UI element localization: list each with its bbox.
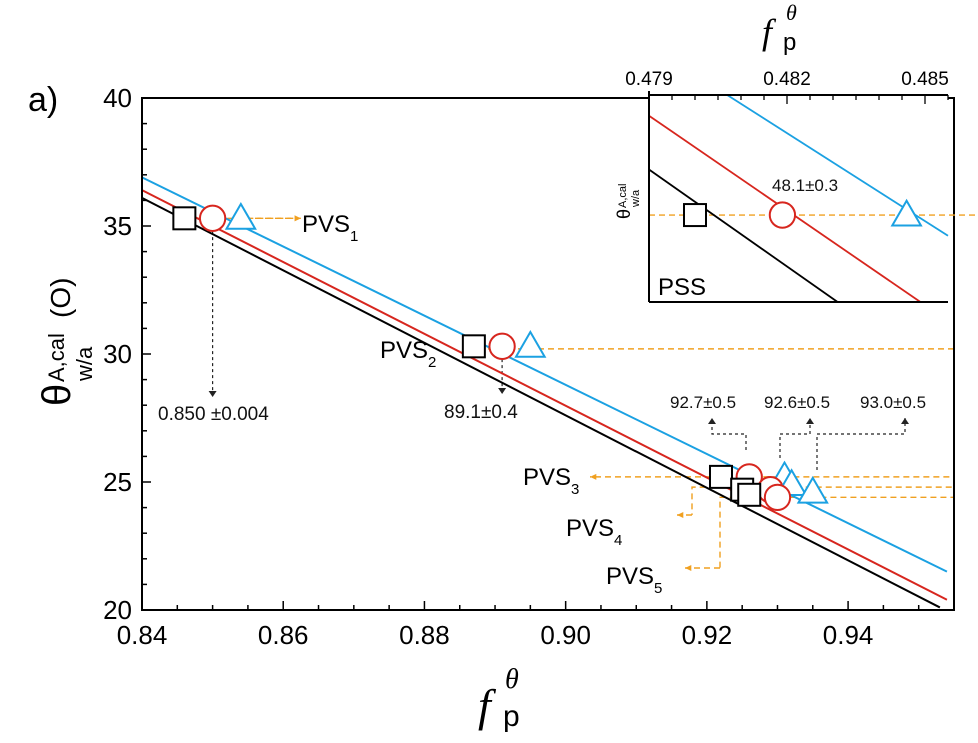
annotation-pvs4-angle: 92.6±0.5 <box>764 393 830 412</box>
x-tick-label: 0.90 <box>540 620 591 650</box>
pvs-label-sub: 4 <box>614 532 622 549</box>
x-tick-label: 0.92 <box>682 620 733 650</box>
series-line-blue <box>141 176 948 573</box>
x-axis-superscript: θ <box>505 664 519 695</box>
marker-triangle <box>224 202 257 230</box>
marker-circle <box>488 332 516 360</box>
annotation-arrow-line <box>816 418 906 470</box>
marker-triangle <box>514 330 547 358</box>
annotation-pvs5-angle: 93.0±0.5 <box>860 393 926 412</box>
orange-arrow-line <box>719 496 746 568</box>
y-tick-label: 30 <box>103 339 132 369</box>
inset-x-superscript: θ <box>786 0 797 25</box>
x-tick-label: 0.86 <box>258 620 309 650</box>
marker-triangle <box>796 475 829 504</box>
pvs-label-name: PVS <box>380 337 428 364</box>
inset-value-label: 48.1±0.3 <box>772 176 838 195</box>
x-tick-label: 0.94 <box>823 620 874 650</box>
annotation-arrow-head <box>708 418 716 424</box>
pvs-label-name: PVS <box>302 211 350 238</box>
annotation-pvs2-angle: 89.1±0.4 <box>444 402 518 423</box>
y-axis-subscript: w/a <box>72 346 97 382</box>
orange-arrow-head <box>677 511 684 519</box>
x-axis-title: f θ p <box>478 664 520 733</box>
inset-series-line-black <box>648 168 839 303</box>
marker-square <box>461 334 486 359</box>
inset-y-axis-title: θ A,cal w/a <box>614 184 642 219</box>
annotation-arrow-line <box>779 418 811 458</box>
annotation-pvs3-angle: 92.7±0.5 <box>670 393 736 412</box>
pvs-label-name: PVS <box>566 515 614 542</box>
inset-plot-layer: 0.479 0.482 0.485 <box>625 69 978 303</box>
panel-label: a) <box>28 81 58 119</box>
pvs-label-sub: 2 <box>428 354 436 371</box>
annotation-arrow-head <box>806 418 814 424</box>
orange-arrow-head <box>685 564 692 572</box>
y-axis-symbol: θ <box>35 384 79 406</box>
y-axis-superscript: A,cal <box>44 333 69 382</box>
marker-square <box>683 203 707 228</box>
marker-square <box>172 206 197 231</box>
x-tick-label: 0.84 <box>117 620 168 650</box>
y-tick-label: 25 <box>103 467 132 497</box>
pvs-label-sub: 5 <box>654 580 662 597</box>
inset-x-axis-title: f θ p <box>762 0 797 56</box>
orange-arrow-head <box>590 473 597 480</box>
pvs-label-5: PVS 5 <box>606 563 662 597</box>
inset-x-symbol: f <box>762 12 777 52</box>
marker-circle <box>768 201 797 229</box>
pvs-label-name: PVS <box>523 464 571 491</box>
y-tick-label: 40 <box>103 83 132 113</box>
inset-x-tick-label: 0.485 <box>901 69 949 90</box>
inset-x-tick-label: 0.479 <box>625 69 673 90</box>
series-line-red <box>141 189 948 601</box>
inset-x-subscript: p <box>783 29 796 56</box>
pvs-label-sub: 3 <box>571 481 579 498</box>
inset-y-subscript: w/a <box>630 189 642 208</box>
orange-arrow-line <box>691 486 746 515</box>
inset-background <box>649 95 948 302</box>
x-tick-label: 0.88 <box>399 620 450 650</box>
marker-circle <box>198 204 227 232</box>
annotation-arrow-head <box>901 418 909 424</box>
inset-y-superscript: A,cal <box>617 184 629 208</box>
marker-circle <box>763 483 792 512</box>
y-tick-label: 35 <box>103 211 132 241</box>
x-axis-symbol: f <box>478 680 497 731</box>
x-axis-subscript: p <box>503 700 520 733</box>
pvs-label-name: PVS <box>606 563 654 590</box>
pvs-label-4: PVS 4 <box>566 515 622 549</box>
y-axis-unit: (O) <box>45 278 76 318</box>
y-axis-title: θ A,cal w/a (O) <box>35 278 97 406</box>
annotation-pvs1-fp: 0.850 ±0.004 <box>158 404 269 425</box>
orange-arrow-head <box>294 215 301 222</box>
pvs-label-2: PVS 2 <box>380 337 436 371</box>
marker-layer <box>172 202 829 512</box>
marker-square <box>708 464 733 489</box>
marker-square <box>737 482 762 507</box>
pvs-label-3: PVS 3 <box>523 464 579 498</box>
marker-triangle <box>890 198 923 227</box>
annotation-arrow-line <box>711 418 747 450</box>
annotation-arrow-head <box>498 388 507 394</box>
annotation-arrow-head <box>208 391 217 397</box>
series-layer <box>141 176 948 609</box>
pvs-label-sub: 1 <box>350 228 358 245</box>
inset-pss-label: PSS <box>658 274 706 301</box>
guide-layer <box>177 215 954 572</box>
pvs-label-1: PVS 1 <box>302 211 358 245</box>
inset-x-tick-label: 0.482 <box>763 69 811 90</box>
inset-y-symbol: θ <box>614 209 634 219</box>
inset-chart: 0.479 0.482 0.485 PSS 48.1±0.3 f θ p θ A,c… <box>614 0 978 303</box>
y-tick-label: 20 <box>103 595 132 625</box>
series-line-black <box>141 196 941 609</box>
